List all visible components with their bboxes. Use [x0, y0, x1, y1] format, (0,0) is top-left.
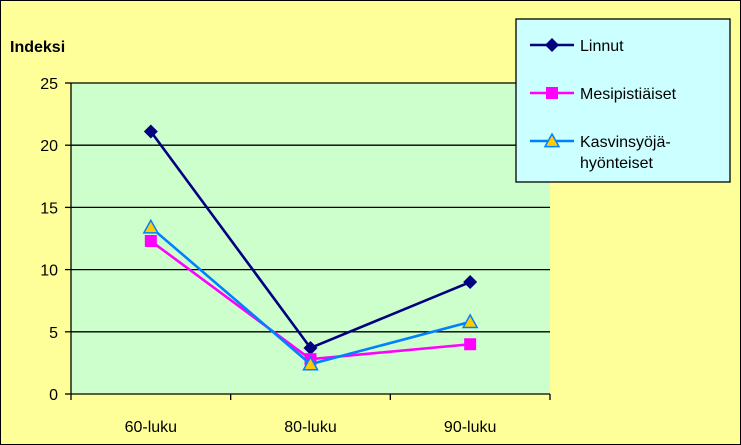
legend: Linnut Mesipistiäiset Kasvinsyöjä-hyönteis…	[515, 18, 731, 183]
data-point-marker	[545, 38, 559, 52]
data-point-marker	[144, 234, 157, 247]
data-point-marker	[543, 132, 561, 148]
x-tick-label: 90-luku	[444, 419, 496, 436]
data-point-marker	[143, 124, 158, 139]
y-tick-label: 10	[40, 263, 58, 280]
data-point-marker	[463, 275, 478, 290]
x-tick-label: 60-luku	[125, 419, 177, 436]
data-point-marker	[461, 313, 479, 329]
legend-label: Mesipistiäiset	[580, 86, 677, 103]
data-point-marker	[546, 87, 558, 99]
legend-label: Linnut	[580, 38, 624, 55]
legend-label: hyönteiset	[580, 155, 653, 172]
series-group	[142, 124, 479, 371]
y-tick-label: 5	[49, 325, 58, 342]
data-point-marker	[303, 340, 318, 355]
y-tick-label: 0	[49, 387, 58, 404]
y-axis-title: Indeksi	[10, 39, 65, 56]
data-point-marker	[464, 338, 477, 351]
y-tick-label: 15	[40, 200, 58, 217]
gridlines	[71, 82, 550, 333]
series-triangle	[142, 218, 479, 371]
y-tick-label: 25	[40, 76, 58, 93]
legend-label: Kasvinsyöjä-	[580, 134, 671, 151]
y-axis-ticks: 0 5 10 15 20 25	[40, 76, 71, 404]
data-point-marker	[302, 355, 319, 371]
y-tick-label: 20	[40, 138, 58, 155]
series-diamond	[143, 124, 478, 355]
data-point-marker	[142, 218, 160, 234]
x-tick-label: 80-luku	[284, 419, 336, 436]
x-axis-ticks: 60-luku 80-luku 90-luku	[70, 394, 551, 436]
